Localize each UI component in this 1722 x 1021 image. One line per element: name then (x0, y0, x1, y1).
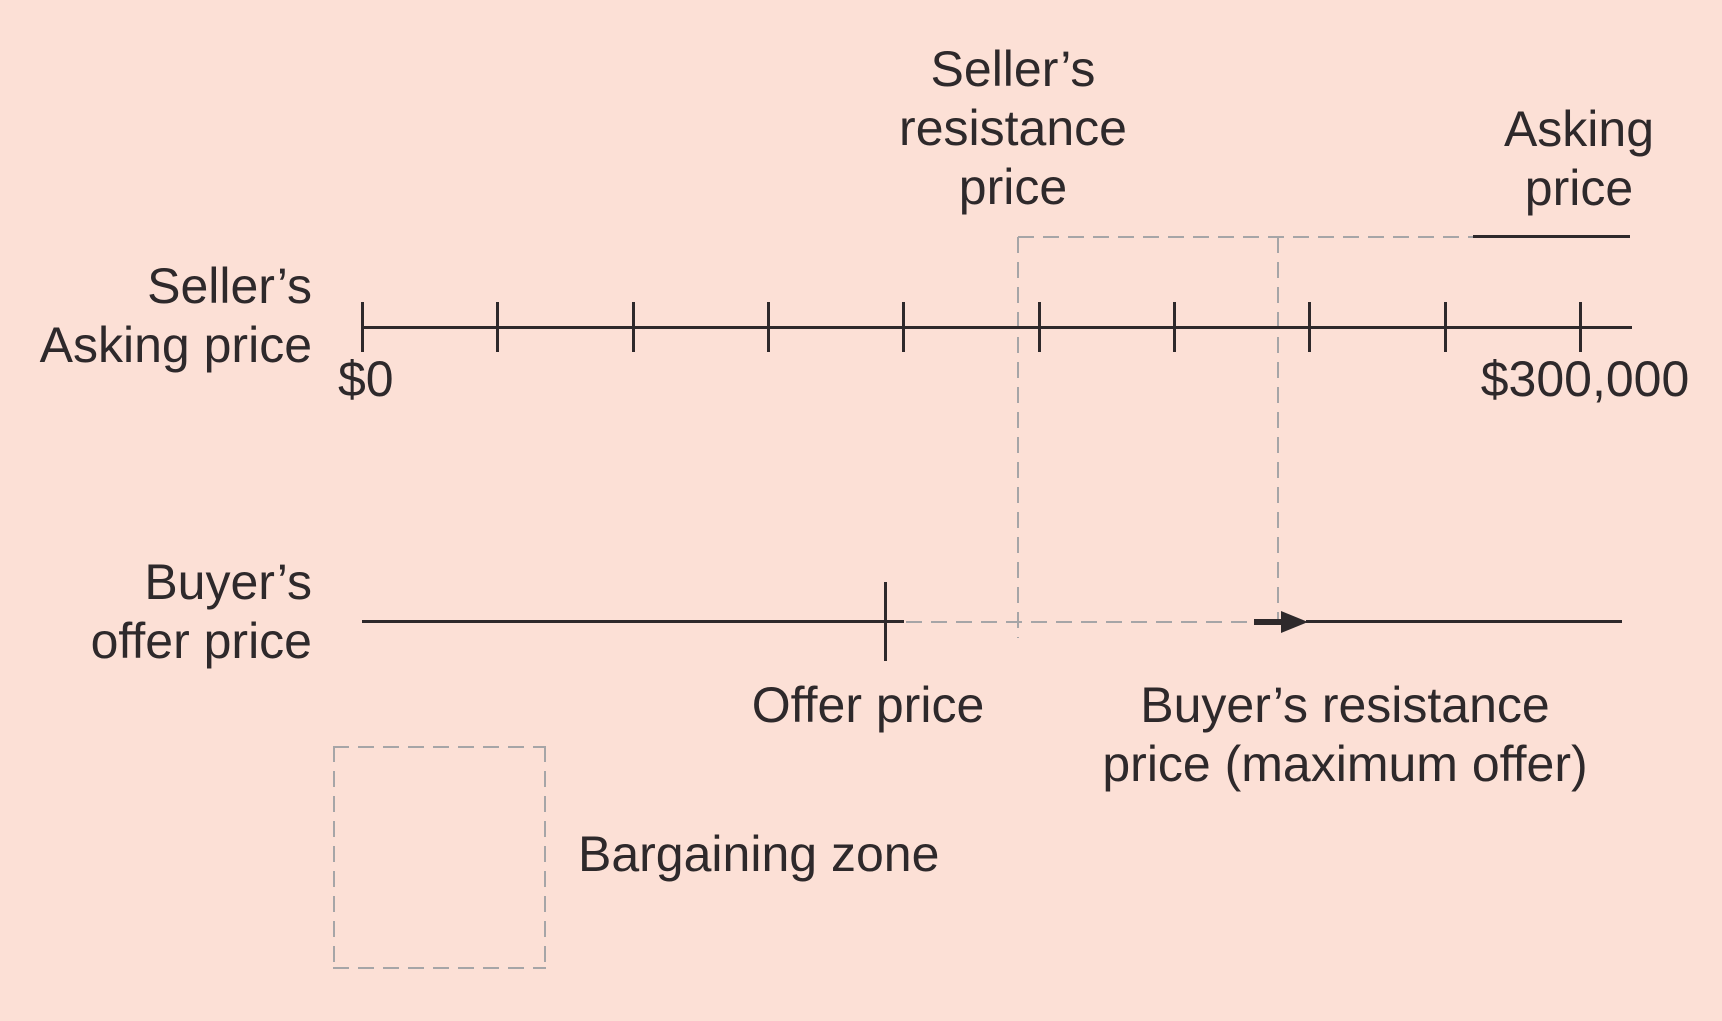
axis-tick (1444, 302, 1447, 352)
callout-text-line: Seller’s (930, 41, 1096, 97)
axis-label-line: offer price (90, 613, 312, 669)
buyer-line-left-segment (362, 620, 904, 623)
seller-axis-label: Seller’s Asking price (40, 257, 312, 375)
seller-resistance-callout: Seller’s resistance price (899, 40, 1127, 217)
axis-tick (361, 302, 364, 352)
buyer-resistance-label: Buyer’s resistance price (maximum offer) (1102, 676, 1587, 794)
axis-label-line: Seller’s (147, 258, 312, 314)
axis-tick (1308, 302, 1311, 352)
buyer-line-right-segment (1306, 620, 1622, 623)
seller-axis-ticks (0, 302, 1722, 352)
label-text-line: Buyer’s resistance (1140, 677, 1550, 733)
buyer-resistance-guide-line (1277, 237, 1279, 621)
callout-text-line: price (958, 159, 1068, 215)
axis-min-value: $0 (338, 351, 394, 407)
axis-tick (1579, 302, 1582, 352)
callout-text-line: Asking (1503, 101, 1655, 157)
callout-text-line: resistance (899, 100, 1127, 156)
axis-tick (1038, 302, 1041, 352)
axis-max-value: $300,000 (1480, 351, 1690, 407)
buyer-resistance-arrow-head (1281, 611, 1308, 633)
axis-tick (767, 302, 770, 352)
offer-price-tick (884, 582, 887, 661)
legend-bargaining-zone-label: Bargaining zone (578, 826, 940, 882)
axis-tick (902, 302, 905, 352)
asking-price-marker-line (1473, 235, 1630, 238)
seller-resistance-guide-line (1017, 237, 1019, 638)
callout-text-line: price (1524, 160, 1634, 216)
label-text-line: price (maximum offer) (1102, 736, 1588, 792)
buyer-line-dashed-segment (906, 621, 1254, 623)
seller-axis-line (362, 326, 1632, 329)
axis-tick (496, 302, 499, 352)
buyer-axis-label: Buyer’s offer price (91, 553, 312, 671)
asking-price-callout: Asking price (1504, 100, 1654, 218)
axis-label-line: Buyer’s (144, 554, 312, 610)
legend-bargaining-zone-swatch (333, 746, 546, 969)
axis-tick (632, 302, 635, 352)
axis-label-line: Asking price (39, 317, 312, 373)
offer-price-label: Offer price (751, 677, 985, 733)
buyer-resistance-arrow-stem (1254, 619, 1284, 625)
axis-tick (1173, 302, 1176, 352)
bargaining-zone-top-guide (1018, 236, 1473, 238)
